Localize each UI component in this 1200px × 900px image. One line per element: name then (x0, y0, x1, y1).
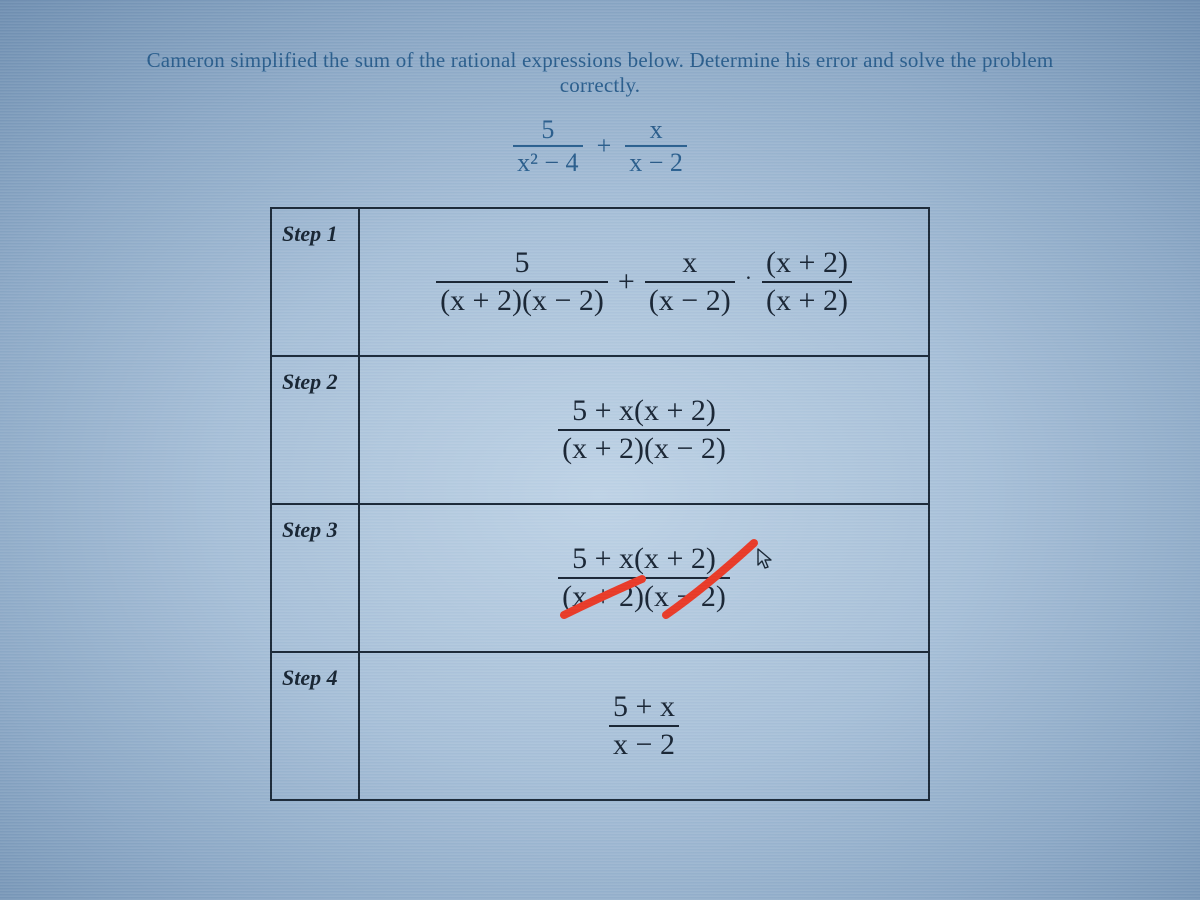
math-problem-page: Cameron simplified the sum of the ration… (0, 0, 1200, 900)
step3-wrap: 5 + x(x + 2) (x + 2)(x − 2) (558, 543, 730, 612)
step-label: Step 4 (271, 652, 359, 800)
original-expression: 5 x² − 4 + x x − 2 (0, 116, 1200, 177)
step4-frac: 5 + x x − 2 (609, 691, 679, 760)
steps-table: Step 1 5 (x + 2)(x − 2) + x (x − 2) · (x… (270, 207, 930, 801)
step1-f2-num: x (678, 247, 701, 281)
step1-f1-den: (x + 2)(x − 2) (436, 281, 608, 317)
step3-formula: 5 + x(x + 2) (x + 2)(x − 2) (558, 543, 730, 612)
table-row: Step 1 5 (x + 2)(x − 2) + x (x − 2) · (x… (271, 208, 929, 356)
step4-den: x − 2 (609, 725, 679, 761)
step2-den: (x + 2)(x − 2) (558, 429, 730, 465)
step2-frac: 5 + x(x + 2) (x + 2)(x − 2) (558, 395, 730, 464)
expr-f2-denominator: x − 2 (625, 145, 687, 176)
step1-f3-den: (x + 2) (762, 281, 852, 317)
step2-num: 5 + x(x + 2) (568, 395, 720, 429)
step2-formula: 5 + x(x + 2) (x + 2)(x − 2) (558, 395, 730, 464)
step-content: 5 + x(x + 2) (x + 2)(x − 2) (359, 356, 929, 504)
table-row: Step 4 5 + x x − 2 (271, 652, 929, 800)
step3-frac: 5 + x(x + 2) (x + 2)(x − 2) (558, 543, 730, 612)
step-label: Step 3 (271, 504, 359, 652)
step1-frac1: 5 (x + 2)(x − 2) (436, 247, 608, 316)
step1-f2-den: (x − 2) (645, 281, 735, 317)
table-row: Step 3 5 + x(x + 2) (x + 2)(x − 2) (271, 504, 929, 652)
step1-f1-num: 5 (510, 247, 533, 281)
step-content: 5 (x + 2)(x − 2) + x (x − 2) · (x + 2) (… (359, 208, 929, 356)
step1-dot: · (745, 265, 752, 291)
problem-prompt: Cameron simplified the sum of the ration… (120, 48, 1080, 98)
cursor-icon (756, 547, 774, 575)
step-label: Step 1 (271, 208, 359, 356)
table-row: Step 2 5 + x(x + 2) (x + 2)(x − 2) (271, 356, 929, 504)
expr-f2-numerator: x (646, 116, 667, 145)
expr-fraction-2: x x − 2 (625, 116, 687, 177)
plus-operator: + (597, 131, 612, 161)
step1-plus: + (618, 265, 635, 299)
expr-f1-denominator: x² − 4 (513, 145, 582, 176)
step1-formula: 5 (x + 2)(x − 2) + x (x − 2) · (x + 2) (… (436, 247, 852, 316)
step4-num: 5 + x (609, 691, 679, 725)
step4-formula: 5 + x x − 2 (609, 691, 679, 760)
expr-f1-numerator: 5 (537, 116, 558, 145)
step-content: 5 + x x − 2 (359, 652, 929, 800)
expr-fraction-1: 5 x² − 4 (513, 116, 582, 177)
step-label: Step 2 (271, 356, 359, 504)
step1-frac3: (x + 2) (x + 2) (762, 247, 852, 316)
step3-den: (x + 2)(x − 2) (558, 577, 730, 613)
step1-frac2: x (x − 2) (645, 247, 735, 316)
step3-num: 5 + x(x + 2) (568, 543, 720, 577)
step-content: 5 + x(x + 2) (x + 2)(x − 2) (359, 504, 929, 652)
step1-f3-num: (x + 2) (762, 247, 852, 281)
